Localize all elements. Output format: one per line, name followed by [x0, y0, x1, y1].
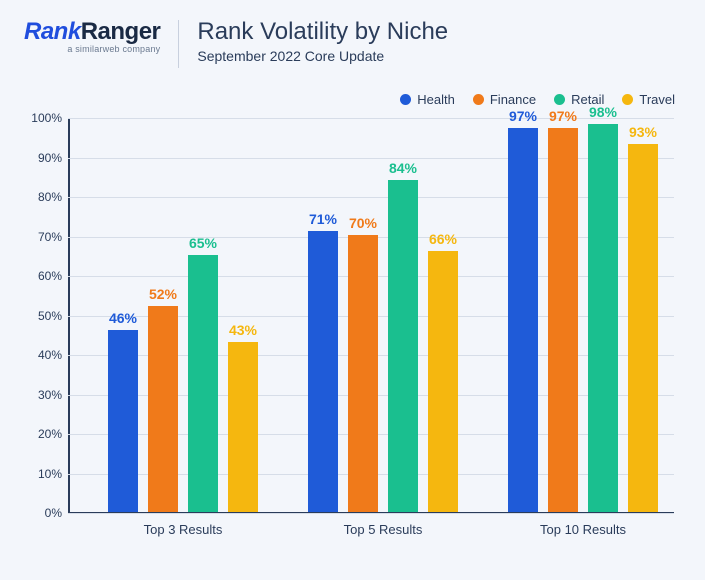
gridline [68, 197, 674, 198]
legend-dot-icon [622, 94, 633, 105]
legend-dot-icon [400, 94, 411, 105]
y-tick-label: 40% [18, 348, 62, 362]
bar: 84% [388, 180, 418, 512]
y-tick-label: 70% [18, 230, 62, 244]
y-tick-label: 100% [18, 111, 62, 125]
legend-label: Finance [490, 92, 536, 107]
bar: 93% [628, 144, 658, 511]
chart-title: Rank Volatility by Niche [197, 18, 448, 46]
y-tick-label: 80% [18, 190, 62, 204]
y-tick-label: 50% [18, 309, 62, 323]
brand-logo: RankRanger a similarweb company [24, 18, 160, 54]
bar-value-label: 98% [588, 104, 618, 120]
bar-value-label: 70% [348, 215, 378, 231]
y-tick-label: 10% [18, 467, 62, 481]
legend-item: Finance [473, 92, 536, 107]
legend-item: Health [400, 92, 455, 107]
logo-wordmark: RankRanger [24, 18, 160, 46]
legend-item: Travel [622, 92, 675, 107]
logo-ranger-text: Ranger [81, 18, 161, 45]
gridline [68, 513, 674, 514]
x-category-label: Top 3 Results [144, 522, 223, 537]
logo-rank-text: Rank [24, 18, 81, 45]
bar-value-label: 65% [188, 235, 218, 251]
bar-value-label: 97% [508, 108, 538, 124]
y-tick-label: 60% [18, 269, 62, 283]
bar: 98% [588, 124, 618, 511]
legend-dot-icon [473, 94, 484, 105]
y-tick-label: 20% [18, 427, 62, 441]
gridline [68, 118, 674, 119]
y-tick-label: 30% [18, 388, 62, 402]
gridline [68, 158, 674, 159]
bar-value-label: 93% [628, 124, 658, 140]
header: RankRanger a similarweb company Rank Vol… [0, 0, 705, 68]
bar: 65% [188, 255, 218, 512]
bar: 46% [108, 330, 138, 512]
y-tick-label: 90% [18, 151, 62, 165]
bar-value-label: 66% [428, 231, 458, 247]
legend-dot-icon [554, 94, 565, 105]
bar-value-label: 84% [388, 160, 418, 176]
bar: 43% [228, 342, 258, 512]
bar: 66% [428, 251, 458, 512]
x-category-label: Top 5 Results [344, 522, 423, 537]
chart-subtitle: September 2022 Core Update [197, 48, 448, 64]
bar-value-label: 52% [148, 286, 178, 302]
legend-label: Health [417, 92, 455, 107]
bar: 97% [548, 128, 578, 511]
chart-plot-area: 0%10%20%30%40%50%60%70%80%90%100%46%52%6… [68, 118, 674, 513]
bar: 70% [348, 235, 378, 512]
title-block: Rank Volatility by Niche September 2022 … [197, 18, 448, 64]
legend-label: Travel [639, 92, 675, 107]
bar: 52% [148, 306, 178, 511]
bar-value-label: 97% [548, 108, 578, 124]
legend: HealthFinanceRetailTravel [400, 92, 675, 107]
bar: 97% [508, 128, 538, 511]
bar: 71% [308, 231, 338, 511]
y-tick-label: 0% [18, 506, 62, 520]
bar-value-label: 46% [108, 310, 138, 326]
bar-value-label: 71% [308, 211, 338, 227]
x-category-label: Top 10 Results [540, 522, 626, 537]
vertical-divider [178, 20, 179, 68]
bar-value-label: 43% [228, 322, 258, 338]
